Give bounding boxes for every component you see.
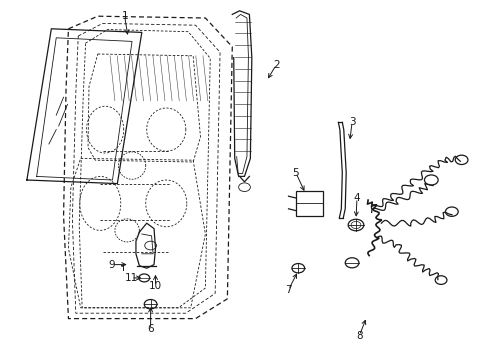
Text: 5: 5 xyxy=(292,168,299,178)
Text: 6: 6 xyxy=(147,324,154,334)
Text: 2: 2 xyxy=(272,60,279,70)
Text: 11: 11 xyxy=(124,273,138,283)
Text: 3: 3 xyxy=(348,117,355,127)
Text: 10: 10 xyxy=(149,281,162,291)
Text: 9: 9 xyxy=(108,260,115,270)
Text: 7: 7 xyxy=(285,285,291,295)
Bar xyxy=(295,191,322,216)
Text: 1: 1 xyxy=(121,11,128,21)
Text: 4: 4 xyxy=(353,193,360,203)
Text: 8: 8 xyxy=(355,330,362,341)
